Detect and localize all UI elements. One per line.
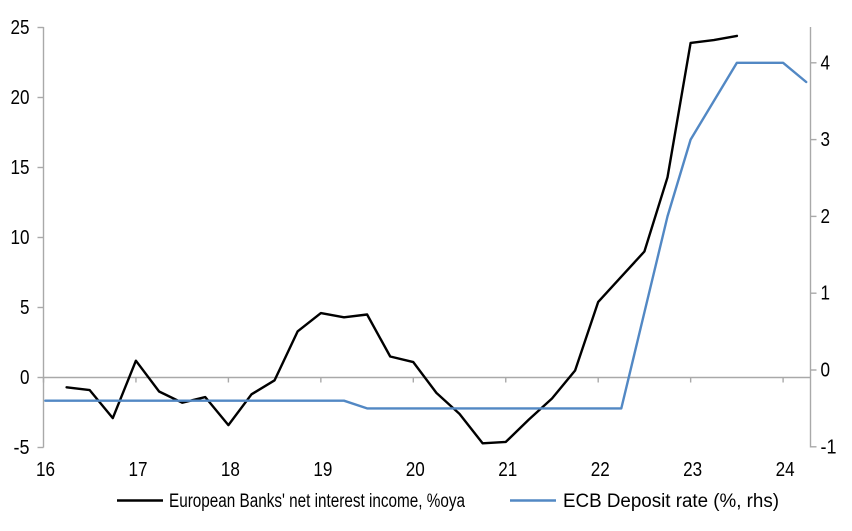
left-axis-tick-label: -5 [14,437,30,459]
right-axis-tick-label: 1 [821,283,831,305]
x-axis-tick-label: 20 [406,459,425,481]
right-axis-tick-label: 4 [821,52,831,74]
right-axis-tick-label: -1 [821,436,837,458]
left-axis-tick-label: 0 [20,367,30,389]
x-axis-tick-label: 17 [128,459,147,481]
x-axis-tick-label: 19 [313,459,332,481]
left-axis-tick-label: 10 [11,227,30,249]
deposit-rate-series-line [44,61,808,410]
left-axis-tick-label: 25 [11,17,30,39]
left-axis-tick-label: 15 [11,157,30,179]
x-axis-tick-label: 21 [498,459,517,481]
right-axis-tick-label: 2 [821,206,831,228]
right-axis-tick-label: 3 [821,129,831,151]
nii-legend-label: European Banks' net interest income, %oy… [169,491,465,512]
deposit-rate-legend-label: ECB Deposit rate (%, rhs) [563,491,779,512]
axes [37,26,817,449]
nii-series-line [65,34,739,445]
x-axis-tick-label: 22 [591,459,610,481]
right-axis-tick-label: 0 [821,360,831,382]
left-axis-tick-label: 20 [11,87,30,109]
left-axis-tick-label: 5 [20,297,30,319]
x-axis-tick-label: 18 [221,459,240,481]
x-axis-tick-label: 16 [36,459,55,481]
x-axis-tick-label: 23 [683,459,702,481]
legend: European Banks' net interest income, %oy… [117,491,779,512]
x-axis-tick-label: 24 [776,459,795,481]
